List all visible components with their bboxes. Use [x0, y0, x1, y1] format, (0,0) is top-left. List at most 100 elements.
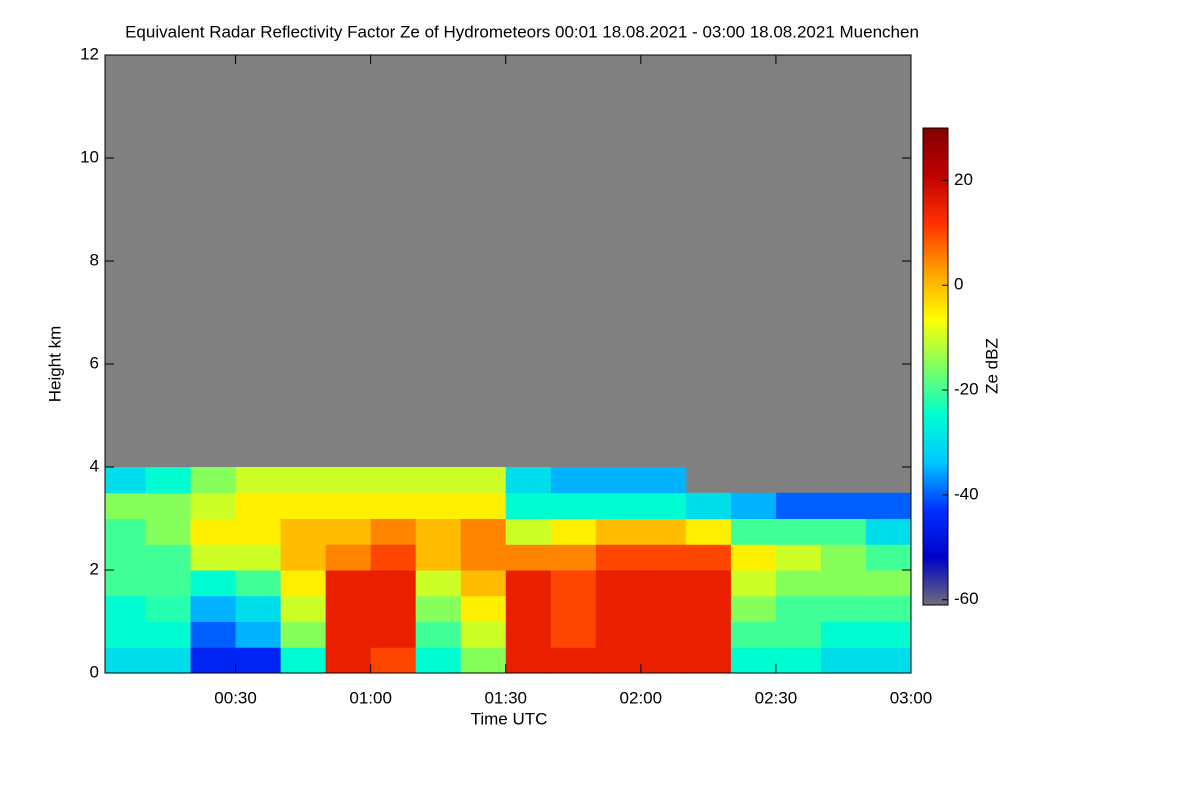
- chart-title: Equivalent Radar Reflectivity Factor Ze …: [125, 22, 919, 41]
- heatmap-cell: [820, 492, 867, 519]
- heatmap-cell: [730, 570, 777, 597]
- heatmap-cell: [595, 570, 642, 597]
- heatmap-cell: [775, 492, 822, 519]
- heatmap-cell: [280, 467, 327, 494]
- heatmap-cell: [865, 647, 912, 674]
- heatmap-cell: [685, 647, 732, 674]
- heatmap-cell: [105, 518, 147, 545]
- heatmap-cell: [865, 518, 912, 545]
- heatmap-cell: [820, 647, 867, 674]
- heatmap-cell: [820, 595, 867, 622]
- heatmap-cell: [730, 492, 777, 519]
- heatmap-cell: [550, 492, 597, 519]
- heatmap-cell: [415, 518, 462, 545]
- heatmap-cell: [325, 518, 372, 545]
- y-tick-label: 10: [80, 147, 99, 166]
- heatmap-cell: [280, 570, 327, 597]
- colorbar-tick-label: -60: [954, 589, 979, 608]
- heatmap-cell: [370, 595, 417, 622]
- heatmap-cell: [505, 518, 552, 545]
- heatmap-cell: [775, 595, 822, 622]
- heatmap-cell: [595, 621, 642, 648]
- heatmap-cell: [145, 595, 192, 622]
- heatmap-cell: [190, 595, 237, 622]
- heatmap-cell: [190, 492, 237, 519]
- heatmap-cell: [505, 544, 552, 571]
- heatmap-cell: [325, 492, 372, 519]
- heatmap-cell: [370, 518, 417, 545]
- heatmap-cell: [280, 595, 327, 622]
- heatmap-cell: [595, 544, 642, 571]
- y-axis-label: Height km: [45, 326, 64, 403]
- heatmap-cell: [550, 595, 597, 622]
- heatmap-cell: [685, 595, 732, 622]
- heatmap-cell: [280, 647, 327, 674]
- heatmap-cell: [505, 595, 552, 622]
- heatmap-cell: [370, 467, 417, 494]
- heatmap-cell: [460, 544, 507, 571]
- heatmap-cell: [730, 595, 777, 622]
- x-tick-label: 02:30: [755, 688, 798, 707]
- heatmap-cell: [775, 544, 822, 571]
- heatmap-cell: [460, 595, 507, 622]
- heatmap-cell: [370, 621, 417, 648]
- heatmap-cell: [505, 621, 552, 648]
- heatmap-cell: [685, 492, 732, 519]
- heatmap-cell: [105, 492, 147, 519]
- heatmap-cell: [865, 621, 912, 648]
- heatmap-cell: [550, 518, 597, 545]
- heatmap-cell: [415, 595, 462, 622]
- heatmap-cell: [280, 492, 327, 519]
- heatmap-cell: [460, 621, 507, 648]
- heatmap-cell: [775, 647, 822, 674]
- heatmap-cell: [505, 647, 552, 674]
- heatmap-cell: [325, 467, 372, 494]
- x-tick-label: 02:00: [620, 688, 663, 707]
- heatmap-cell: [595, 467, 642, 494]
- heatmap-cell: [370, 544, 417, 571]
- heatmap-cell: [190, 570, 237, 597]
- heatmap-cell: [640, 544, 687, 571]
- heatmap-cell: [595, 647, 642, 674]
- y-tick-label: 12: [80, 44, 99, 63]
- heatmap-cell: [235, 570, 282, 597]
- heatmap-cell: [505, 467, 552, 494]
- heatmap-cell: [775, 518, 822, 545]
- heatmap-cell: [730, 544, 777, 571]
- heatmap-cell: [865, 544, 912, 571]
- heatmap-cell: [325, 647, 372, 674]
- heatmap-cell: [145, 647, 192, 674]
- heatmap-cell: [550, 467, 597, 494]
- heatmap-cell: [460, 492, 507, 519]
- colorbar-tick-label: 20: [954, 170, 973, 189]
- heatmap-cell: [145, 544, 192, 571]
- heatmap-cell: [730, 647, 777, 674]
- heatmap-cell: [550, 544, 597, 571]
- heatmap-cell: [460, 570, 507, 597]
- heatmap-cell: [505, 570, 552, 597]
- heatmap-cell: [865, 570, 912, 597]
- x-tick-label: 01:00: [349, 688, 392, 707]
- heatmap-cell: [460, 518, 507, 545]
- heatmap-cell: [820, 518, 867, 545]
- heatmap-cell: [235, 518, 282, 545]
- colorbar-tick-label: -40: [954, 484, 979, 503]
- heatmap-cell: [505, 492, 552, 519]
- heatmap-cell: [415, 467, 462, 494]
- heatmap-cell: [190, 518, 237, 545]
- colorbar-tick-label: -20: [954, 380, 979, 399]
- heatmap-cell: [550, 570, 597, 597]
- heatmap-cell: [415, 647, 462, 674]
- heatmap-cell: [325, 544, 372, 571]
- heatmap-cell: [235, 621, 282, 648]
- heatmap-cell: [640, 492, 687, 519]
- heatmap-cell: [640, 595, 687, 622]
- heatmap-cell: [685, 570, 732, 597]
- heatmap-cell: [415, 492, 462, 519]
- heatmap-cell: [640, 570, 687, 597]
- heatmap-cell: [730, 518, 777, 545]
- heatmap-cell: [190, 467, 237, 494]
- heatmap-cell: [235, 544, 282, 571]
- heatmap-cell: [595, 492, 642, 519]
